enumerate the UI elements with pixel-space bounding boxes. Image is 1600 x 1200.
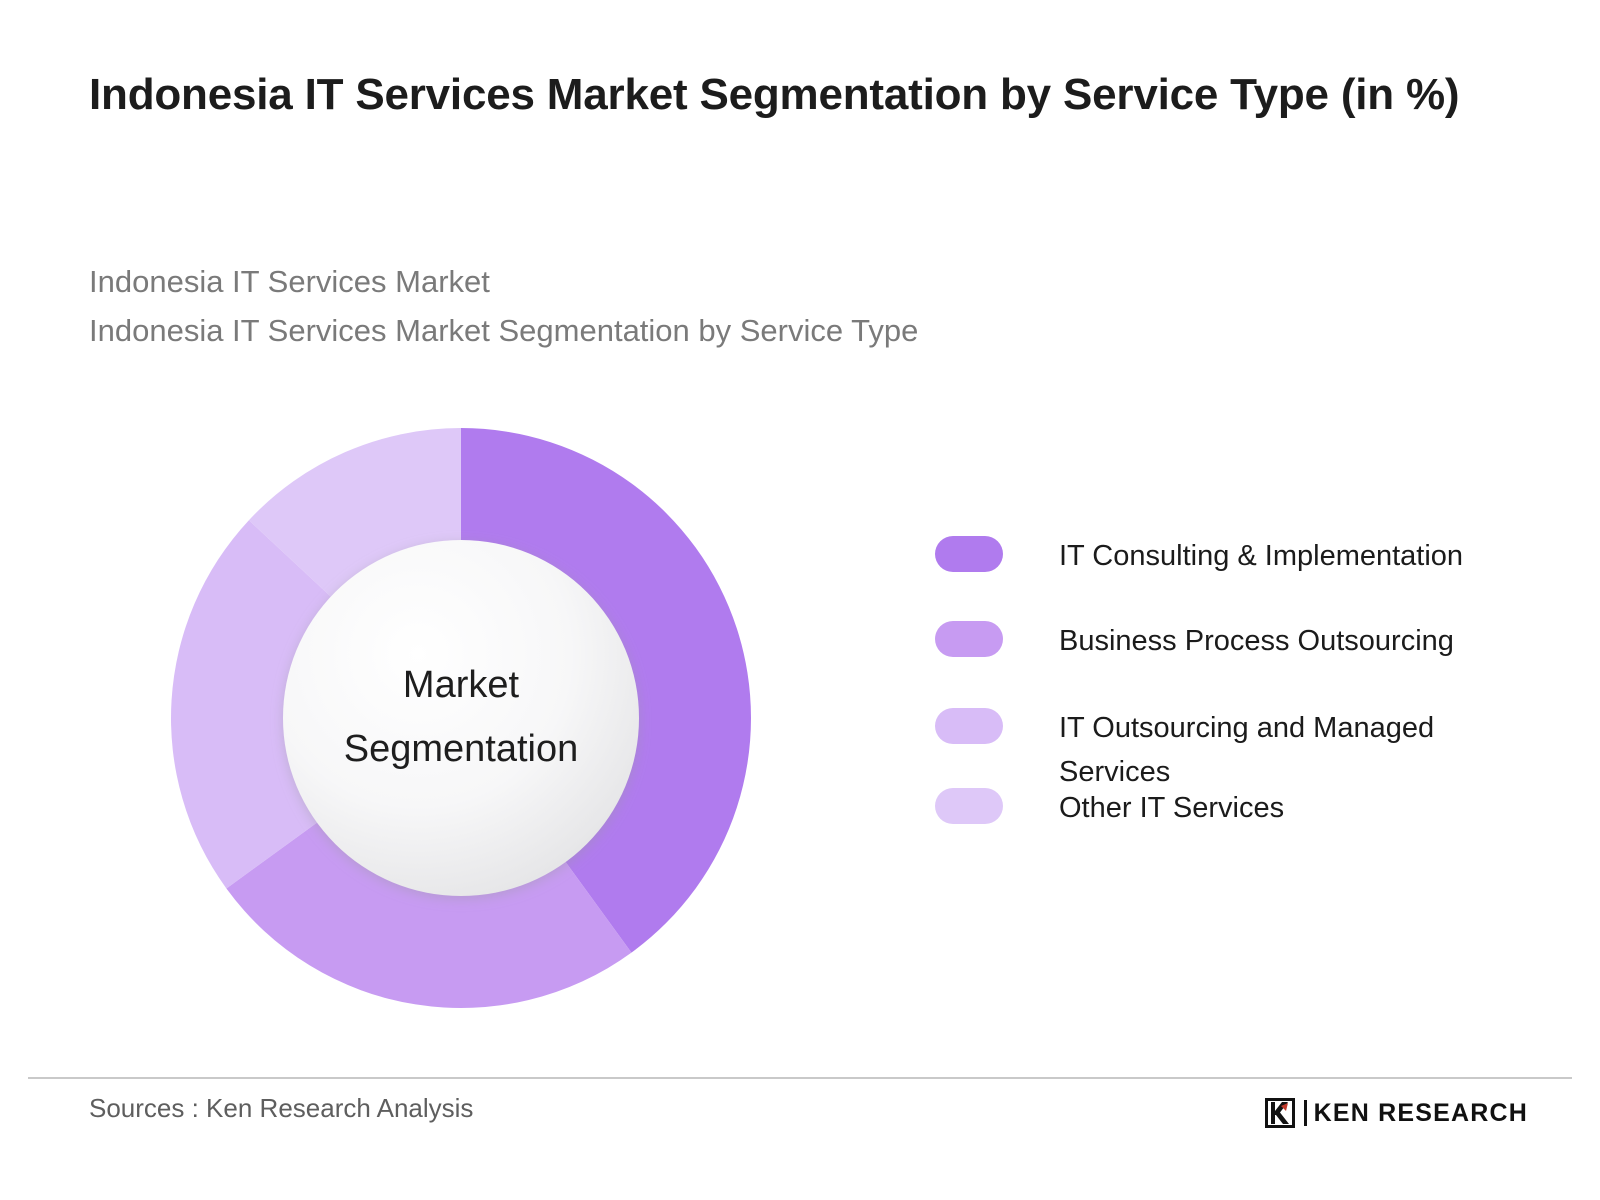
legend-swatch-icon-1 [935,621,1003,657]
donut-center-hole [283,540,639,896]
legend-swatch-icon-3 [935,788,1003,824]
ken-research-logo: KEN RESEARCH [1264,1096,1528,1130]
legend-item-it-outsourcing-and-managed-services[interactable]: IT Outsourcing and Managed Services [935,706,1529,794]
page-title: Indonesia IT Services Market Segmentatio… [89,70,1460,119]
legend-swatch-icon-0 [935,536,1003,572]
logo-divider-icon [1303,1100,1307,1126]
legend-item-business-process-outsourcing[interactable]: Business Process Outsourcing [935,619,1529,663]
footer-divider [28,1077,1572,1079]
footer-source-text: Sources : Ken Research Analysis [89,1093,474,1123]
donut-chart: Market Segmentation [168,425,754,1011]
donut-svg [171,428,751,1008]
legend-label-1: Business Process Outsourcing [1059,625,1454,657]
subtitle-line-2: Indonesia IT Services Market Segmentatio… [89,312,919,348]
legend-swatch-icon-2 [935,708,1003,744]
legend-label-3: Other IT Services [1059,792,1285,824]
legend-item-it-consulting-implementation[interactable]: IT Consulting & Implementation [935,534,1529,578]
legend-label-0: IT Consulting & Implementation [1059,540,1464,572]
subtitle-block: Indonesia IT Services Market Indonesia I… [89,258,1289,356]
subtitle-line-1: Indonesia IT Services Market [89,264,490,299]
legend-item-other-it-services[interactable]: Other IT Services [935,786,1529,830]
logo-wordmark: KEN RESEARCH [1313,1098,1528,1127]
ken-research-k-mark-icon [1264,1098,1295,1128]
legend-label-2: IT Outsourcing and Managed Services [1059,712,1435,789]
